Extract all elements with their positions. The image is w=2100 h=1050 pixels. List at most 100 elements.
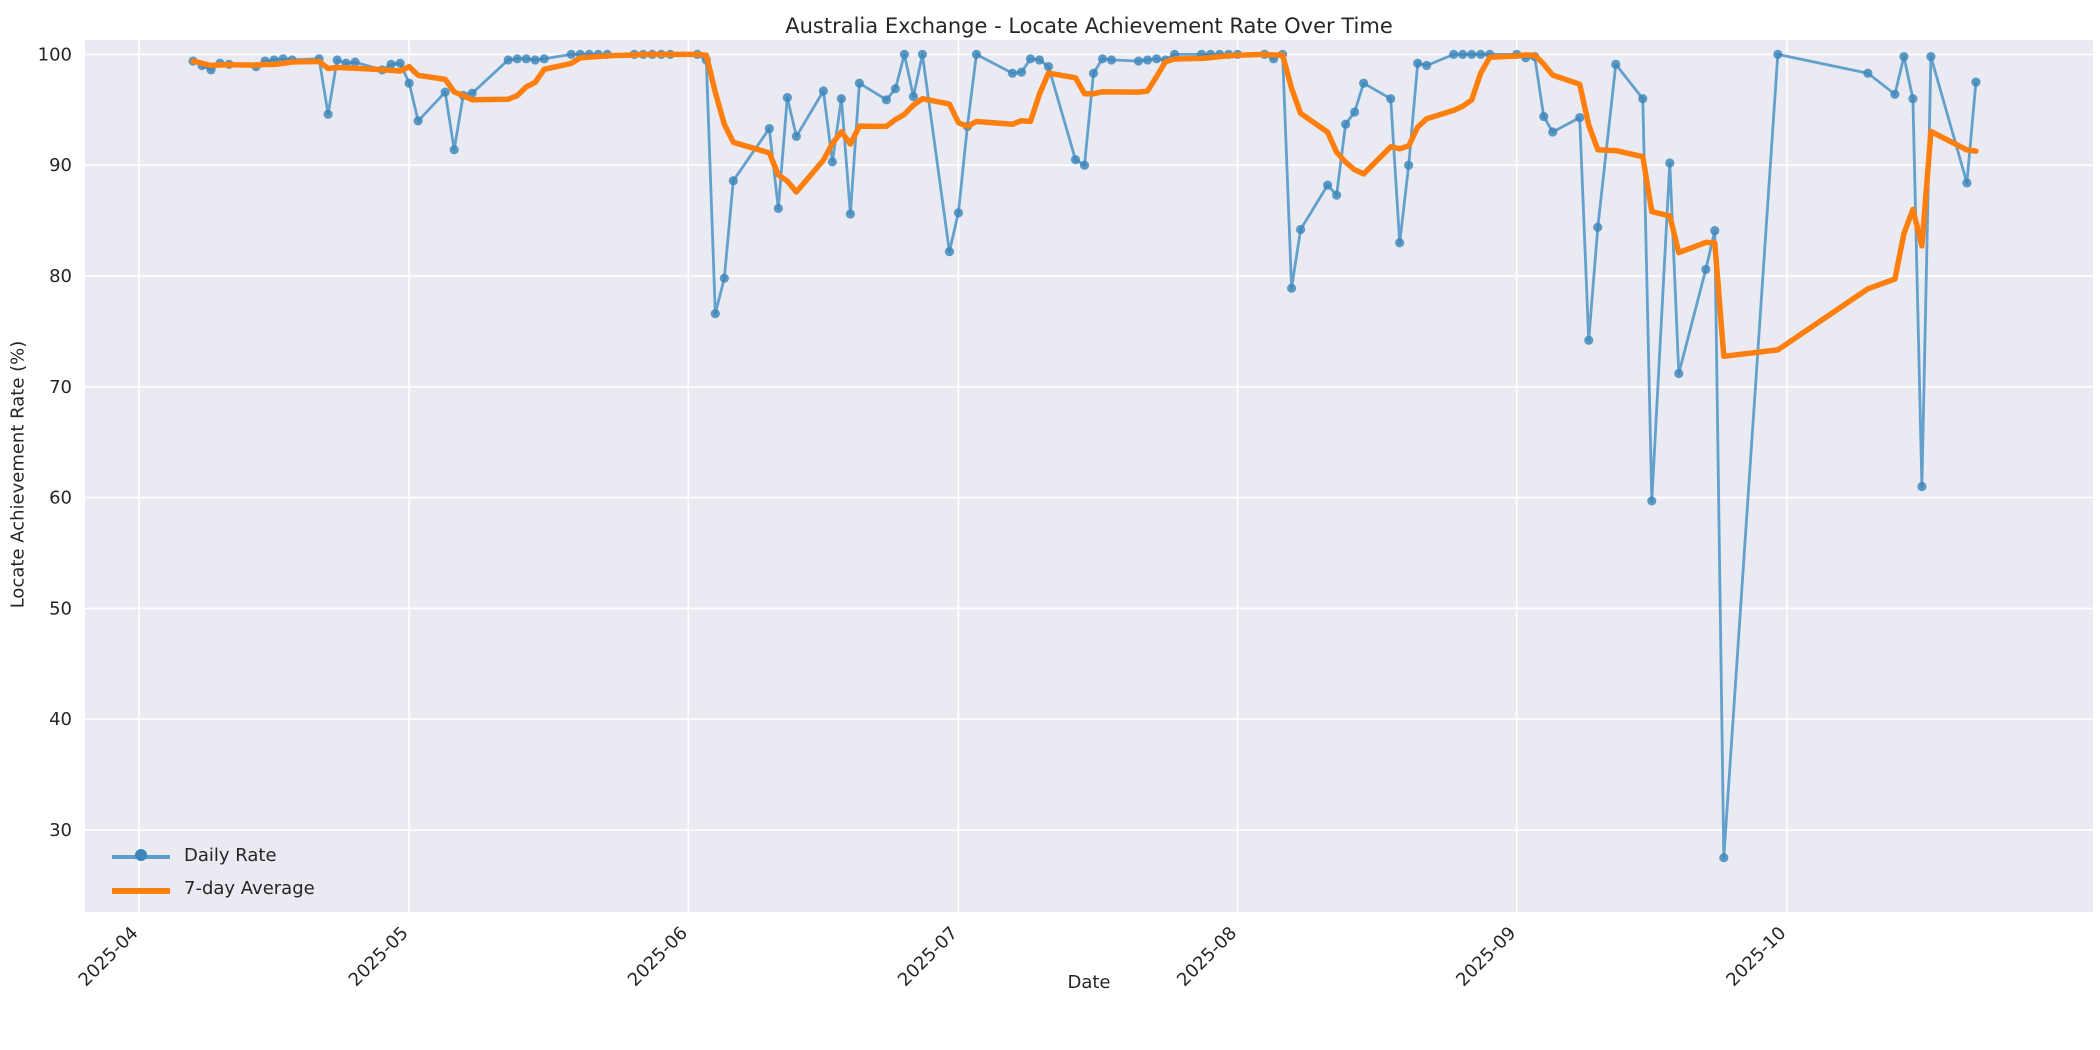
y-tick-label: 40 (49, 709, 72, 730)
daily-rate-marker (1908, 94, 1918, 104)
daily-rate-marker (728, 176, 738, 186)
daily-rate-marker (395, 58, 405, 68)
daily-rate-marker (1413, 58, 1423, 68)
daily-rate-marker (1332, 190, 1342, 200)
daily-rate-marker (791, 131, 801, 141)
daily-rate-marker (1007, 68, 1018, 78)
daily-rate-marker (1133, 56, 1144, 66)
daily-rate-marker (1079, 160, 1090, 170)
daily-rate-marker (1467, 49, 1477, 60)
daily-rate-marker (1287, 283, 1297, 293)
daily-rate-marker (1917, 481, 1927, 492)
daily-rate-marker (1584, 335, 1594, 345)
daily-rate-marker (764, 124, 774, 134)
daily-rate-marker (404, 78, 414, 88)
daily-rate-marker (440, 87, 450, 97)
legend-label-7day-average: 7-day Average (184, 877, 315, 899)
daily-rate-marker (1611, 59, 1621, 69)
legend-item-daily-rate: Daily Rate (112, 842, 315, 868)
daily-rate-marker (1070, 155, 1081, 165)
daily-rate-marker (1151, 54, 1162, 64)
y-tick-label: 60 (49, 488, 72, 509)
axes-background (85, 40, 2093, 912)
daily-rate-marker (1899, 52, 1909, 62)
daily-rate-marker (971, 49, 982, 60)
daily-rate-marker (1701, 264, 1711, 274)
daily-rate-marker (773, 203, 783, 214)
daily-rate-marker (1962, 178, 1972, 188)
daily-rate-marker (1097, 54, 1108, 64)
daily-rate-marker (503, 55, 513, 65)
daily-rate-marker (1106, 55, 1117, 65)
daily-rate-marker (1665, 158, 1675, 168)
daily-rate-marker (1593, 222, 1603, 232)
daily-rate-marker (1638, 94, 1648, 104)
daily-rate-marker (908, 91, 919, 102)
daily-rate-marker (1142, 55, 1153, 65)
daily-rate-marker (899, 49, 910, 60)
daily-rate-marker (1359, 78, 1369, 88)
daily-rate-marker (1422, 60, 1432, 71)
daily-rate-marker (782, 93, 792, 103)
daily-rate-marker (413, 116, 423, 126)
daily-rate-marker (1386, 94, 1396, 104)
daily-rate-marker (1719, 853, 1729, 863)
daily-rate-marker (719, 273, 729, 283)
daily-rate-marker (512, 54, 522, 64)
daily-rate-marker (890, 84, 901, 94)
daily-rate-marker (1323, 180, 1333, 190)
daily-rate-marker (1043, 61, 1054, 72)
legend-item-7day-average: 7-day Average (112, 875, 315, 901)
daily-rate-marker (1350, 107, 1360, 117)
daily-rate-marker (1341, 119, 1351, 129)
daily-rate-marker (1016, 67, 1027, 77)
daily-rate-marker (323, 109, 333, 119)
y-tick-label: 30 (49, 820, 72, 841)
daily-rate-marker (539, 54, 549, 64)
daily-rate-marker (350, 57, 360, 67)
daily-rate-marker (1476, 49, 1486, 60)
daily-rate-marker (881, 95, 891, 105)
daily-rate-line-swatch-icon (112, 842, 170, 868)
daily-rate-marker (1539, 111, 1549, 122)
daily-rate-marker (1863, 68, 1873, 78)
daily-rate-marker (332, 55, 342, 65)
daily-rate-marker (854, 78, 864, 88)
daily-rate-marker (1926, 52, 1936, 62)
daily-rate-marker (1088, 68, 1099, 78)
daily-rate-marker (566, 49, 576, 60)
daily-rate-marker (1395, 238, 1405, 248)
legend-label-daily-rate: Daily Rate (184, 844, 277, 866)
daily-rate-marker (1971, 77, 1981, 87)
daily-rate-marker (1575, 112, 1585, 123)
daily-rate-marker (710, 309, 720, 319)
daily-rate-marker (1710, 225, 1720, 236)
daily-rate-marker (1458, 49, 1468, 60)
y-tick-label: 70 (49, 377, 72, 398)
daily-rate-marker (521, 54, 531, 64)
daily-rate-marker (917, 49, 928, 60)
y-tick-label: 90 (49, 155, 72, 176)
x-axis-label: Date (1067, 972, 1111, 993)
daily-rate-marker (944, 247, 955, 257)
daily-rate-marker (449, 145, 459, 155)
daily-rate-marker (467, 88, 477, 98)
daily-rate-marker (1674, 368, 1684, 379)
seven-day-average-line (190, 51, 1979, 360)
y-tick-label: 80 (49, 266, 72, 287)
daily-rate-marker (845, 209, 855, 219)
y-tick-label: 50 (49, 598, 72, 619)
y-tick-label: 100 (38, 44, 72, 65)
daily-rate-marker (1773, 49, 1783, 60)
average-line-swatch-icon (112, 875, 170, 901)
daily-rate-marker (1548, 127, 1558, 137)
daily-rate-marker (836, 94, 846, 104)
daily-rate-marker (1025, 54, 1036, 64)
daily-rate-marker (1647, 496, 1657, 506)
daily-rate-marker (1449, 49, 1459, 60)
chart-title: Australia Exchange - Locate Achievement … (785, 14, 1393, 38)
daily-rate-marker (1404, 160, 1414, 170)
daily-rate-marker (530, 55, 540, 65)
daily-rate-marker (386, 59, 396, 69)
